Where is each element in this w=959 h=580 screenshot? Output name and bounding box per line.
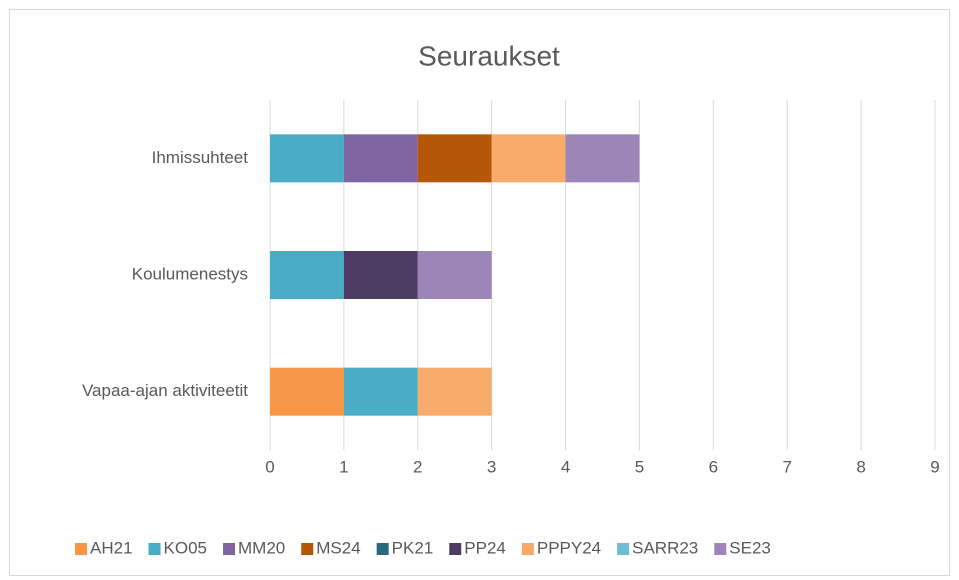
x-tick-label: 3 xyxy=(487,457,496,476)
legend-swatch xyxy=(521,543,534,555)
x-tick-label: 8 xyxy=(856,457,865,476)
legend-label: MS24 xyxy=(316,538,360,557)
bar-segment xyxy=(417,367,492,416)
y-tick-label: Vapaa-ajan aktiviteetit xyxy=(82,381,248,400)
legend-label: SARR23 xyxy=(632,538,698,557)
legend-label: PP24 xyxy=(464,538,506,557)
x-tick-label: 0 xyxy=(265,457,274,476)
bar-segment xyxy=(417,251,492,299)
bar-segment xyxy=(270,367,344,416)
legend-label: KO05 xyxy=(164,538,207,557)
legend-swatch xyxy=(449,543,462,555)
legend-swatch xyxy=(223,543,236,555)
x-tick-label: 1 xyxy=(339,457,348,476)
legend-label: MM20 xyxy=(238,538,285,557)
bar-segment xyxy=(491,134,566,183)
bar-segment xyxy=(565,134,640,183)
legend-swatch xyxy=(148,543,161,555)
x-tick-label: 4 xyxy=(561,457,570,476)
x-tick-label: 6 xyxy=(709,457,718,476)
legend-swatch xyxy=(714,543,727,555)
legend-label: PPPY24 xyxy=(537,538,601,557)
bar-segment xyxy=(343,367,418,416)
bar-segment xyxy=(270,251,344,299)
legend-swatch xyxy=(617,543,630,555)
legend-swatch xyxy=(75,543,87,555)
legend-label: SE23 xyxy=(729,538,771,557)
y-tick-label: Koulumenestys xyxy=(132,264,248,283)
x-tick-label: 7 xyxy=(782,457,791,476)
legend-label: PK21 xyxy=(392,538,434,557)
bar-segment xyxy=(343,251,418,299)
legend-label: AH21 xyxy=(90,538,133,557)
bar-segment xyxy=(343,134,418,183)
x-tick-label: 2 xyxy=(413,457,422,476)
legend-swatch xyxy=(301,543,314,555)
chart-title: Seuraukset xyxy=(418,40,560,71)
x-tick-label: 5 xyxy=(635,457,644,476)
bar-segment xyxy=(270,134,344,183)
y-tick-label: Ihmissuhteet xyxy=(152,148,249,167)
x-tick-label: 9 xyxy=(930,457,939,476)
legend-swatch xyxy=(376,543,389,555)
bar-segment xyxy=(417,134,492,183)
